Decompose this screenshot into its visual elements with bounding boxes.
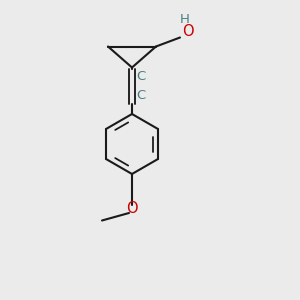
Text: C: C	[136, 70, 145, 83]
Text: O: O	[126, 201, 138, 216]
Text: O: O	[182, 24, 193, 39]
Text: H: H	[180, 13, 189, 26]
Text: C: C	[136, 88, 145, 102]
